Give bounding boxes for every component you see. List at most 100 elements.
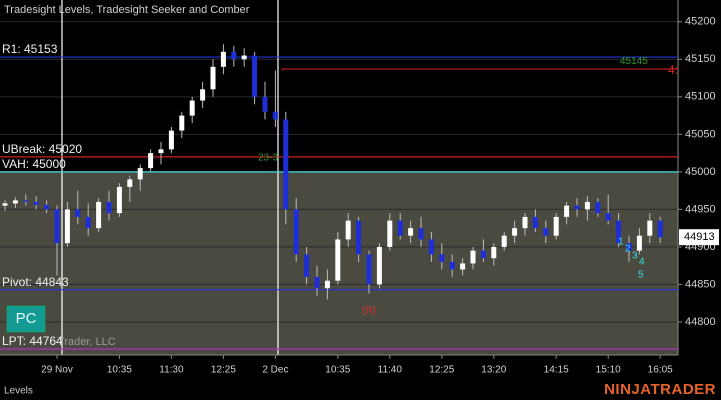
candle-body — [220, 51, 226, 67]
x-tick-label: 11:40 — [378, 365, 403, 376]
candle-body — [262, 96, 268, 112]
y-tick-label: 45200 — [685, 16, 716, 28]
candle-body — [168, 130, 174, 150]
candle-body — [480, 250, 486, 259]
candle-body — [54, 209, 60, 244]
level-label: Pivot: 44843 — [2, 275, 69, 289]
candle-body — [2, 203, 8, 206]
annotation: 4 — [639, 257, 645, 268]
candle-body — [293, 209, 299, 255]
candle-body — [626, 243, 632, 251]
candle-body — [605, 213, 611, 221]
x-tick-label: 10:35 — [325, 365, 350, 376]
candle-body — [657, 220, 663, 238]
candle-body — [345, 220, 351, 240]
annotation: 23-3 — [258, 153, 278, 164]
x-tick-label: 12:25 — [211, 365, 236, 376]
candle-body — [418, 228, 424, 240]
candle-body — [200, 89, 206, 101]
candle-body — [106, 201, 112, 214]
candle-body — [460, 263, 466, 270]
candle-body — [564, 205, 570, 217]
candle-body — [231, 51, 237, 60]
candle-body — [12, 200, 18, 204]
candle-body — [324, 280, 330, 289]
candle-body — [137, 168, 143, 180]
target-label: 4: — [668, 63, 678, 77]
y-tick-label: 44800 — [685, 316, 716, 328]
candle-body — [272, 111, 278, 120]
candle-body — [439, 254, 445, 262]
y-tick-label: 45100 — [685, 91, 716, 103]
y-tick-label: 44950 — [685, 203, 716, 215]
y-tick-label: 45000 — [685, 166, 716, 178]
x-tick-label: 12:25 — [429, 365, 454, 376]
last-price-tag — [679, 229, 719, 246]
candle-body — [283, 119, 289, 210]
candle-body — [96, 201, 102, 229]
annotation: 3 — [632, 251, 638, 262]
candle-body — [64, 209, 70, 244]
x-tick-label: 2 Dec — [262, 365, 288, 376]
candle-body — [366, 254, 372, 285]
candle-body — [387, 220, 393, 247]
pc-button[interactable]: PC — [6, 305, 46, 333]
chart-title: Tradesight Levels, Tradesight Seeker and… — [4, 4, 250, 16]
candle-body — [304, 254, 310, 277]
candle-body — [376, 246, 382, 285]
y-tick-label: 45050 — [685, 128, 716, 140]
level-label: UBreak: 45020 — [2, 142, 82, 156]
candle-body — [397, 220, 403, 236]
candle-body — [148, 153, 154, 169]
annotation: 5 — [638, 270, 644, 281]
candle-body — [574, 205, 580, 210]
logo: NINJATRADER — [604, 381, 716, 398]
x-tick-label: 15:10 — [596, 365, 621, 376]
candle-body — [127, 179, 133, 187]
y-tick-label: 44850 — [685, 278, 716, 290]
candle-body — [23, 200, 29, 202]
candle-body — [449, 261, 455, 270]
candle-body — [189, 100, 195, 116]
button-bg[interactable] — [6, 305, 46, 333]
x-tick-label: 29 Nov — [41, 365, 73, 376]
candle-body — [158, 149, 164, 154]
candle-body — [553, 216, 559, 236]
candle-body — [44, 204, 50, 210]
x-tick-label: 14:15 — [544, 365, 569, 376]
candle-body — [428, 239, 434, 255]
annotation: 1 — [618, 237, 624, 248]
panel-label: Levels — [4, 386, 33, 397]
candle-body — [647, 220, 653, 236]
candle-body — [512, 228, 518, 236]
annotation: 45145 — [620, 56, 648, 67]
candle-body — [116, 186, 122, 214]
annotation: (R) — [362, 306, 376, 317]
level-label: LPT: 44764 — [2, 334, 63, 348]
candle-body — [252, 55, 258, 97]
candle-body — [532, 216, 538, 229]
candle-body — [522, 216, 528, 229]
candle-body — [241, 55, 247, 60]
candle-body — [179, 115, 185, 131]
candle-body — [595, 201, 601, 214]
candle-body — [33, 201, 39, 205]
candle-body — [335, 239, 341, 281]
level-label: VAH: 45000 — [2, 157, 66, 171]
copyright: Trader, LLC — [58, 336, 116, 348]
candle-body — [408, 228, 414, 236]
annotation: 2 — [625, 244, 631, 255]
x-tick-label: 10:35 — [107, 365, 132, 376]
candle-body — [210, 66, 216, 90]
candle-body — [75, 209, 81, 217]
candle-body — [470, 250, 476, 264]
x-tick-label: 16:05 — [648, 365, 673, 376]
candle-body — [85, 216, 91, 229]
candle-body — [543, 228, 549, 236]
candle-body — [584, 201, 590, 210]
button-label[interactable]: PC — [16, 310, 37, 327]
candle-body — [314, 276, 320, 289]
level-label: R1: 45153 — [2, 42, 58, 56]
candle-body — [356, 220, 362, 255]
